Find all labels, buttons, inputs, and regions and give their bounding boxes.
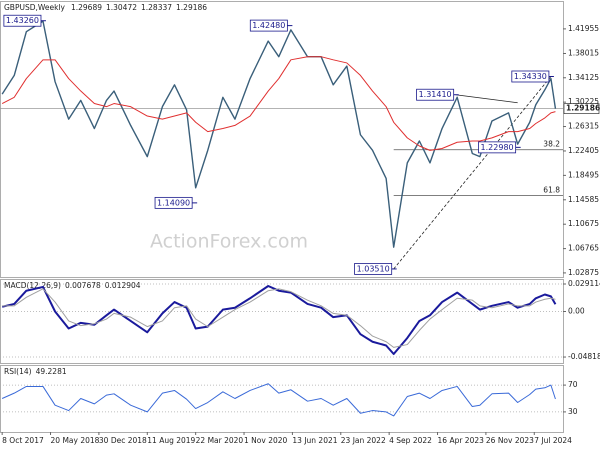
panel-frame bbox=[0, 279, 564, 364]
x-tick-label: 13 Jun 2021 bbox=[292, 436, 337, 445]
low: 1.28337 bbox=[141, 3, 172, 12]
y-tick-label: 0.00 bbox=[568, 307, 585, 316]
x-tick-label: 30 Dec 2018 bbox=[99, 436, 147, 445]
annotation: 1.22980 bbox=[478, 141, 517, 154]
annotation-box bbox=[3, 14, 42, 27]
annotation-label: 1.03510 bbox=[357, 264, 390, 273]
annotation-box bbox=[416, 88, 455, 101]
price-line bbox=[1, 20, 557, 248]
chart-title: GBPUSD,Weekly 1.29689 1.30472 1.28337 1.2918… bbox=[4, 3, 207, 12]
x-tick-label: 1 Nov 2020 bbox=[244, 436, 287, 445]
annotation-box bbox=[249, 19, 288, 32]
panel-frame bbox=[0, 1, 564, 278]
indicator-line bbox=[1, 284, 557, 356]
x-tick-label: 20 May 2018 bbox=[51, 436, 100, 445]
symbol: GBPUSD,Weekly bbox=[4, 3, 66, 12]
y-tick-label: 1.06765 bbox=[568, 244, 599, 253]
annotation-label: 1.31410 bbox=[419, 90, 452, 99]
y-tick-label: 1.34125 bbox=[568, 73, 599, 82]
x-tick-label: 26 Nov 2023 bbox=[486, 436, 534, 445]
y-tick-label: 1.41955 bbox=[568, 24, 599, 33]
price-box-label: 1.29186 bbox=[566, 104, 600, 113]
trend-line bbox=[393, 76, 552, 270]
price-box bbox=[563, 103, 600, 114]
rsi-name: RSI(14) bbox=[4, 367, 32, 376]
annotation: 1.43260 bbox=[3, 14, 42, 27]
fib-label: 38.2 bbox=[543, 140, 560, 149]
x-tick-label: 16 Apr 2023 bbox=[438, 436, 485, 445]
trend-line bbox=[455, 94, 518, 104]
annotation-label: 1.22980 bbox=[481, 143, 514, 152]
panel-frame bbox=[0, 365, 564, 433]
x-tick-label: 4 Sep 2022 bbox=[389, 436, 432, 445]
rsi-label: RSI(14) 49.2281 bbox=[4, 367, 67, 376]
open: 1.29689 bbox=[71, 3, 102, 12]
annotation-box bbox=[478, 141, 517, 154]
watermark: ActionForex.com bbox=[150, 231, 308, 253]
annotation-box bbox=[154, 196, 193, 209]
annotation-box bbox=[511, 70, 550, 83]
fib-label: 61.8 bbox=[543, 186, 560, 195]
y-tick-label: -0.048189 bbox=[568, 352, 600, 361]
y-tick-label: 1.26315 bbox=[568, 122, 599, 131]
annotation-box bbox=[354, 263, 393, 275]
y-tick-label: 1.18495 bbox=[568, 170, 599, 179]
annotation: 1.03510 bbox=[354, 263, 393, 275]
y-tick-label: 1.30225 bbox=[568, 97, 599, 106]
macd-label: MACD(12,26,9) 0.007678 0.012904 bbox=[4, 281, 141, 290]
x-tick-label: 8 Oct 2017 bbox=[2, 436, 44, 445]
x-tick-label: 11 Aug 2019 bbox=[147, 436, 195, 445]
x-tick-label: 23 Jan 2022 bbox=[341, 436, 386, 445]
indicator-line bbox=[1, 383, 556, 417]
close: 1.29186 bbox=[176, 3, 207, 12]
annotation: 1.31410 bbox=[416, 88, 455, 101]
annotation: 1.34330 bbox=[511, 70, 550, 83]
annotation: 1.42480 bbox=[249, 19, 288, 32]
y-tick-label: 1.02875 bbox=[568, 268, 599, 277]
annotation-label: 1.42480 bbox=[252, 21, 285, 30]
y-tick-label: 0.029114 bbox=[568, 279, 600, 288]
y-tick-label: 1.22405 bbox=[568, 146, 599, 155]
macd-signal: 0.012904 bbox=[105, 281, 141, 290]
indicator-line bbox=[1, 56, 556, 151]
x-tick-label: 7 Jul 2024 bbox=[534, 436, 572, 445]
rsi-current: 49.2281 bbox=[36, 367, 67, 376]
y-tick-label: 1.14585 bbox=[568, 195, 599, 204]
annotation: 1.14090 bbox=[154, 196, 193, 209]
y-tick-label: 70 bbox=[568, 380, 578, 389]
high: 1.30472 bbox=[106, 3, 137, 12]
y-tick-label: 30 bbox=[568, 407, 578, 416]
annotation-label: 1.14090 bbox=[157, 198, 190, 207]
macd-main: 0.007678 bbox=[65, 281, 101, 290]
y-tick-label: 1.38015 bbox=[568, 48, 599, 57]
indicator-line bbox=[2, 288, 556, 348]
annotation-label: 1.43260 bbox=[6, 16, 39, 25]
annotation-label: 1.34330 bbox=[514, 72, 547, 81]
x-tick-label: 22 Mar 2020 bbox=[196, 436, 244, 445]
y-tick-label: 1.10675 bbox=[568, 219, 599, 228]
macd-name: MACD(12,26,9) bbox=[4, 281, 61, 290]
